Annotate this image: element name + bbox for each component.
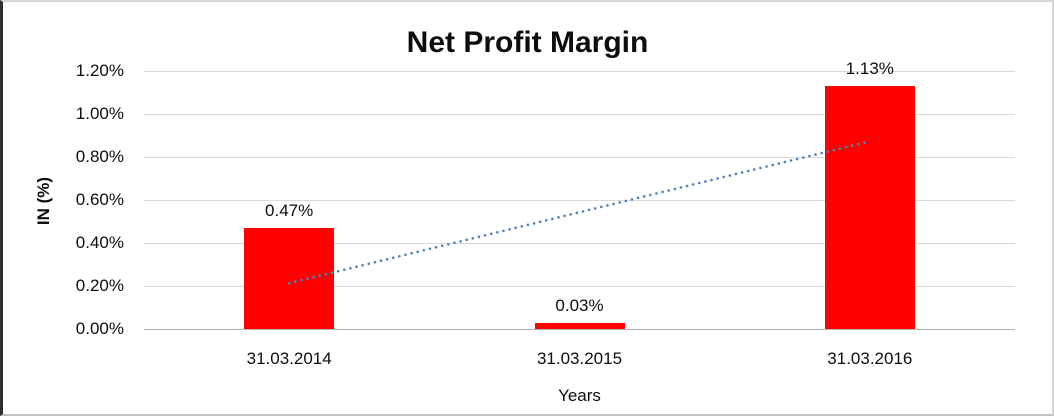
y-tick-label: 0.40% <box>75 233 124 252</box>
x-axis-line <box>144 329 1015 330</box>
bar-31.03.2015 <box>534 322 625 329</box>
y-tick-label: 0.20% <box>75 276 124 295</box>
bar-31.03.2014 <box>244 227 335 329</box>
bar-31.03.2016 <box>824 86 915 329</box>
y-tick-label: 0.60% <box>75 190 124 209</box>
gridline <box>144 286 1015 287</box>
data-label: 0.03% <box>555 295 604 315</box>
x-axis-title: Years <box>558 386 601 405</box>
y-tick-label: 1.20% <box>75 61 124 80</box>
y-tick-label: 1.00% <box>75 104 124 123</box>
gridline <box>144 114 1015 115</box>
y-tick-label: 0.80% <box>75 147 124 166</box>
y-tick-label: 0.00% <box>75 319 124 338</box>
x-category-label: 31.03.2014 <box>246 349 332 368</box>
gridline <box>144 71 1015 72</box>
x-category-label: 31.03.2016 <box>827 349 913 368</box>
data-label: 1.13% <box>845 59 894 79</box>
data-label: 0.47% <box>265 200 314 220</box>
chart-title: Net Profit Margin <box>406 26 649 59</box>
x-category-label: 31.03.2015 <box>536 349 623 368</box>
